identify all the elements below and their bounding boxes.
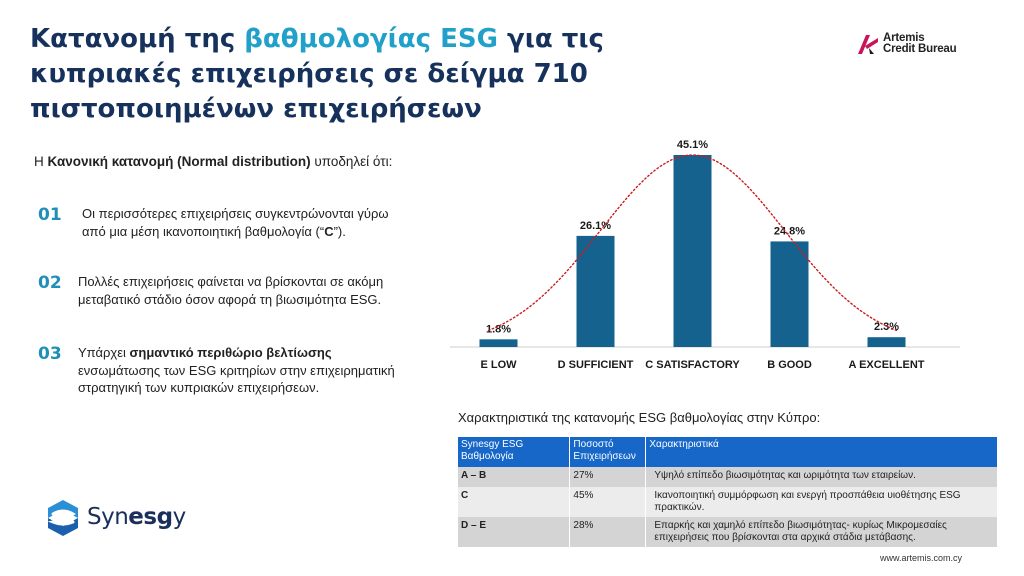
bar-5 <box>867 337 906 347</box>
esg-characteristics-table: Synesgy ESG Βαθμολογία Ποσοστό Επιχειρήσ… <box>458 437 998 547</box>
cell-percentage: 45% <box>569 487 647 517</box>
cell-percentage: 28% <box>569 517 647 547</box>
synesgy-name: Synesgy <box>87 504 186 530</box>
cell-grade: C <box>458 487 571 517</box>
header-characteristics: Χαρακτηριστικά <box>645 437 998 467</box>
cell-description: Επαρκής και χαμηλό επίπεδο βιωσιμότητας-… <box>645 517 998 547</box>
title-highlight: βαθμολογίας ESG <box>244 24 498 54</box>
table-caption: Χαρακτηριστικά της κατανομής ESG βαθμολο… <box>458 410 821 425</box>
cell-grade: A – B <box>458 467 571 487</box>
footer-url: www.artemis.com.cy <box>880 553 963 563</box>
point-number: 01 <box>38 205 62 225</box>
intro-text: Η Κανονική κατανομή (Normal distribution… <box>34 154 393 169</box>
bar-4 <box>770 241 809 347</box>
bar-value-label: 24.8% <box>774 225 805 237</box>
bar-value-label: 2.3% <box>874 321 899 333</box>
point-text: Οι περισσότερες επιχειρήσεις συγκεντρώνο… <box>82 206 389 239</box>
bar-2 <box>576 235 615 347</box>
table-row: A – B 27% Υψηλό επίπεδο βιωσιμότητας και… <box>458 467 998 487</box>
artemis-logo: Artemis Credit Bureau <box>856 32 986 58</box>
bar-value-label: 26.1% <box>580 220 611 232</box>
page-title: Κατανομή της βαθμολογίας ESG για τις κυπ… <box>30 24 604 124</box>
category-label: A EXCELLENT <box>849 359 925 371</box>
esg-distribution-chart: 1.8% E LOW 26.1% D SUFFICIENT 45.1% C SATISFA… <box>450 139 960 371</box>
point-number: 03 <box>38 344 62 364</box>
cell-description: Ικανοποιητική συμμόρφωση και ενεργή προσ… <box>645 487 998 517</box>
artemis-name: Artemis Credit Bureau <box>883 32 957 55</box>
bar-value-label: 1.8% <box>486 323 511 335</box>
point-text: Υπάρχει σημαντικό περιθώριο βελτίωσης εν… <box>78 345 395 395</box>
normal-curve-line <box>487 154 898 332</box>
header-percentage: Ποσοστό Επιχειρήσεων <box>569 437 647 467</box>
category-label: E LOW <box>480 359 517 371</box>
point-number: 02 <box>38 273 62 293</box>
cell-grade: D – E <box>458 517 571 547</box>
synesgy-logo: Synesgy <box>45 498 245 538</box>
cell-description: Υψηλό επίπεδο βιωσιμότητας και ωριμότητα… <box>645 467 998 487</box>
table-header-row: Synesgy ESG Βαθμολογία Ποσοστό Επιχειρήσ… <box>458 437 998 467</box>
bar-value-label: 45.1% <box>677 139 708 151</box>
table-row: D – E 28% Επαρκής και χαμηλό επίπεδο βιω… <box>458 517 998 547</box>
table-row: C 45% Ικανοποιητική συμμόρφωση και ενεργ… <box>458 487 998 517</box>
point-text: Πολλές επιχειρήσεις φαίνεται να βρίσκοντ… <box>78 274 384 307</box>
bar-3 <box>673 155 712 347</box>
artemis-mark-icon <box>858 35 878 54</box>
cell-percentage: 27% <box>569 467 647 487</box>
category-label: D SUFFICIENT <box>558 359 634 371</box>
category-label: C SATISFACTORY <box>645 359 740 371</box>
category-label: B GOOD <box>767 359 812 371</box>
synesgy-mark-icon <box>47 500 78 536</box>
header-grade: Synesgy ESG Βαθμολογία <box>458 437 571 467</box>
bar-1 <box>479 339 518 347</box>
